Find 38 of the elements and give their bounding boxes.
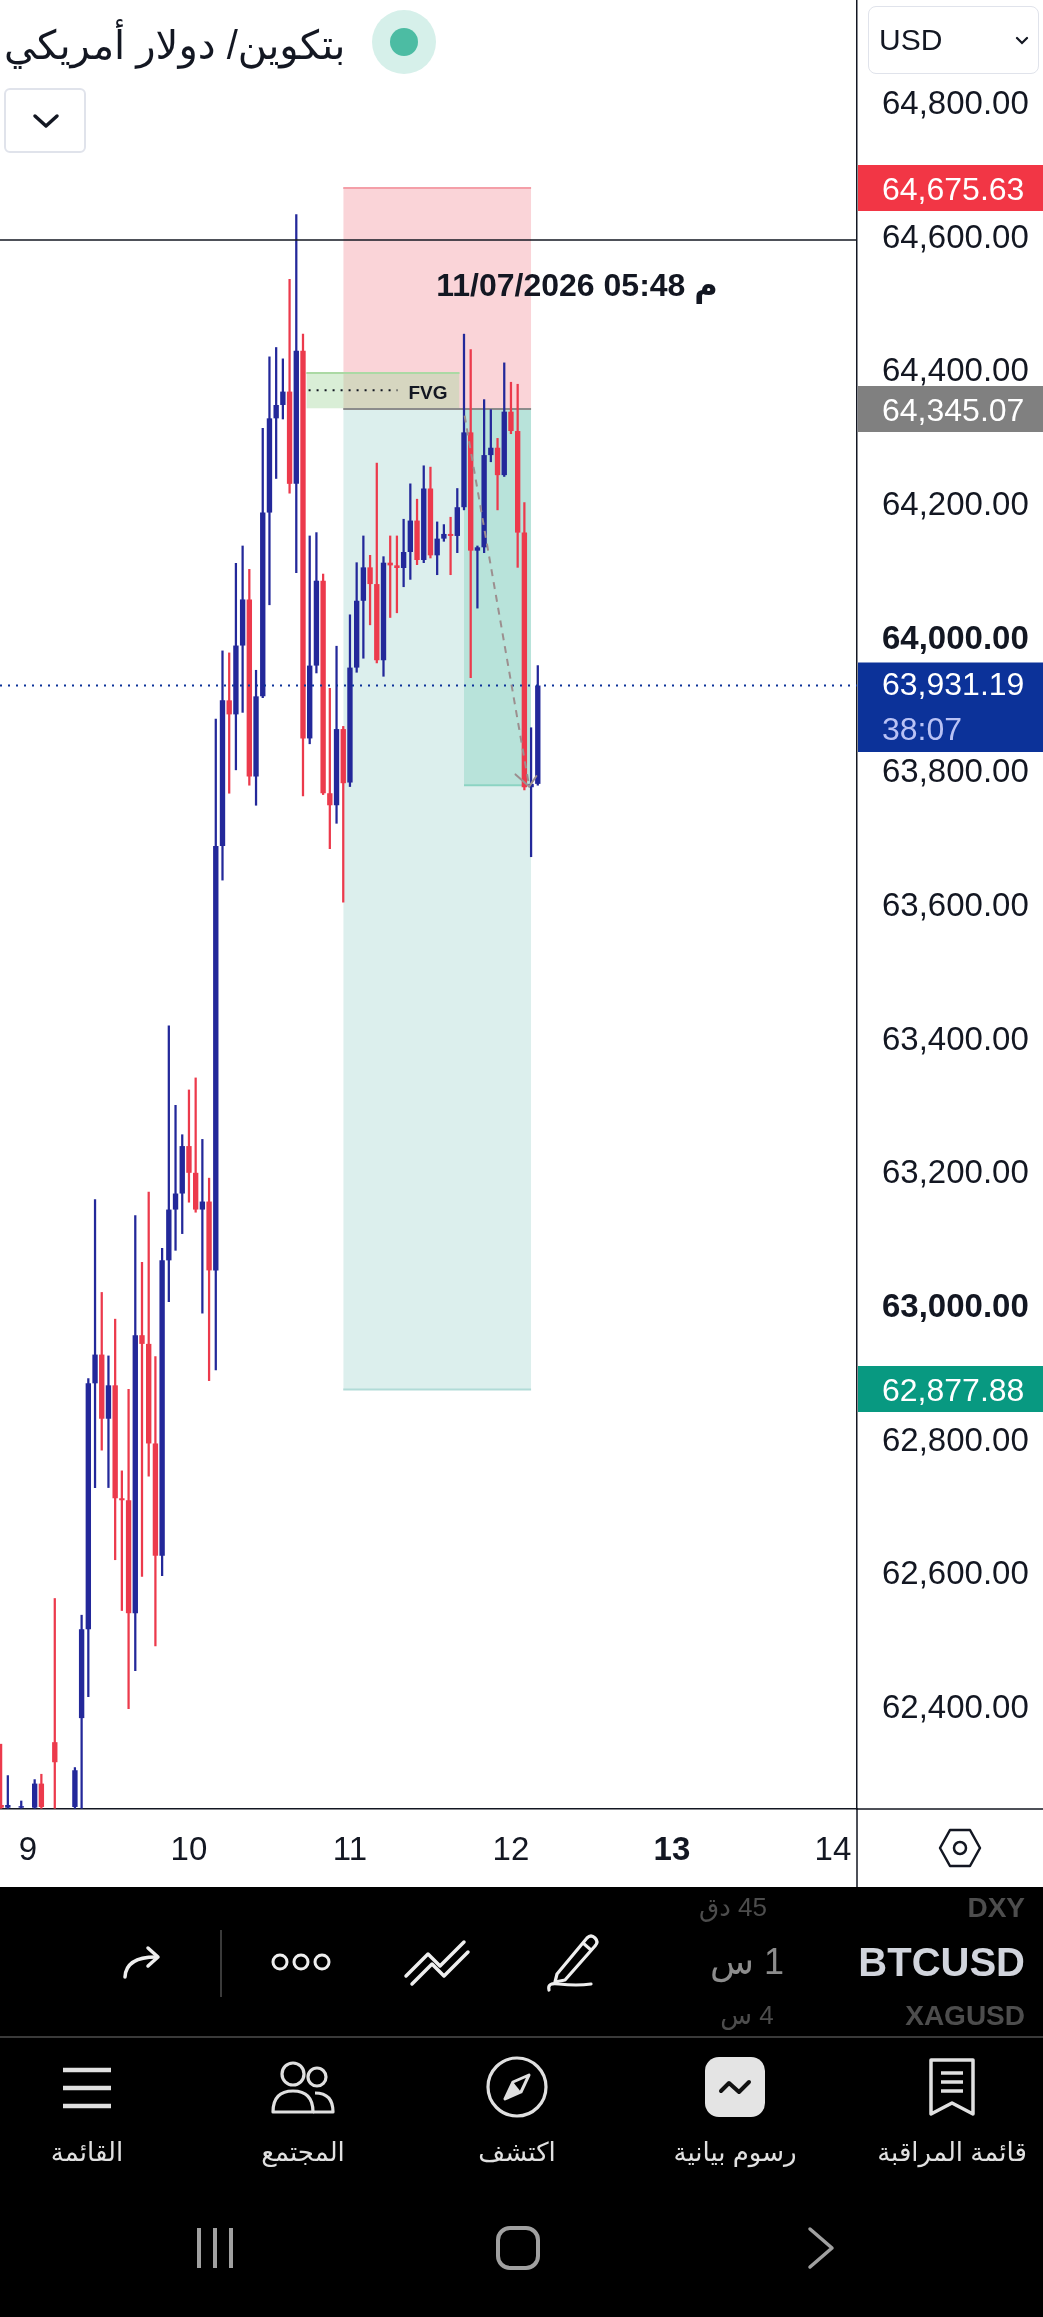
text: 45 دق <box>699 1892 767 1923</box>
text: 62,877.88 <box>882 1371 1025 1409</box>
x-tick-label: 11 <box>332 1829 368 1867</box>
text: المجتمع <box>261 2137 345 2168</box>
x-tick-label: 12 <box>492 1829 530 1867</box>
text: BTCUSD <box>858 1939 1025 1985</box>
x-tick-label: 13 <box>653 1829 691 1867</box>
y-tick-label: 62,600.00 <box>882 1554 1029 1592</box>
text: قائمة المراقبة <box>877 2137 1027 2168</box>
y-tick-label: 64,400.00 <box>882 351 1029 389</box>
text: 64,345.07 <box>882 391 1025 429</box>
text: XAGUSD <box>905 1999 1025 2033</box>
y-tick-label: 63,200.00 <box>882 1153 1029 1191</box>
text: 4 س <box>720 2000 774 2031</box>
y-tick-label: 64,600.00 <box>882 217 1029 255</box>
y-tick-label: 64,000.00 <box>882 618 1029 656</box>
y-tick-label: 63,600.00 <box>882 885 1029 923</box>
annotation: FVG <box>408 382 448 404</box>
currency-dropdown: USD <box>868 6 1039 74</box>
y-tick-label: 64,800.00 <box>882 84 1029 122</box>
annotation: 11/07/2026 05:48 م <box>436 266 718 304</box>
ref-line-label: 63,931.19 <box>882 666 1025 703</box>
text: DXY <box>967 1891 1025 1925</box>
text: 64,675.63 <box>882 170 1025 208</box>
y-tick-label: 64,200.00 <box>882 484 1029 522</box>
x-tick-label: 9 <box>18 1829 38 1867</box>
text: القائمة <box>50 2137 124 2168</box>
text: رسوم بيانية <box>673 2137 797 2168</box>
text: 1 س <box>710 1941 784 1983</box>
y-tick-label: 62,800.00 <box>882 1420 1029 1458</box>
y-tick-label: 63,400.00 <box>882 1019 1029 1057</box>
text: اكتشف <box>478 2137 556 2168</box>
y-tick-label: 62,400.00 <box>882 1687 1029 1725</box>
text: 38:07 <box>882 710 963 748</box>
x-tick-label: 14 <box>814 1829 852 1867</box>
y-tick-label: 63,800.00 <box>882 752 1029 790</box>
x-tick-label: 10 <box>170 1829 208 1867</box>
y-tick-label: 63,000.00 <box>882 1286 1029 1324</box>
